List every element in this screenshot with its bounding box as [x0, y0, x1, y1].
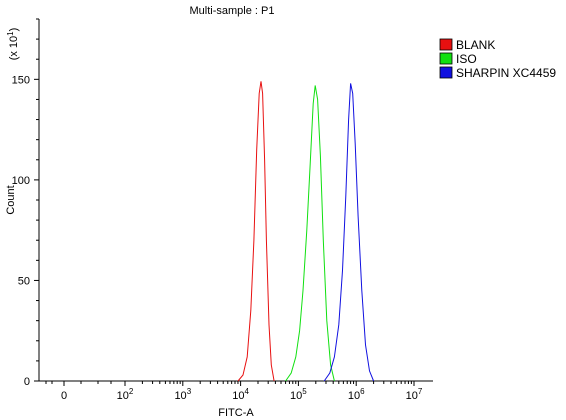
x-tick-label: 106: [348, 387, 365, 402]
y-tick-label: 150: [12, 74, 30, 86]
x-axis-title: FITC-A: [218, 407, 254, 419]
series-curve-1: [285, 85, 335, 382]
series-curves: [237, 81, 375, 382]
legend-label: BLANK: [456, 38, 495, 52]
y-axis: 0 50 100 150: [12, 18, 39, 388]
chart-title: Multi-sample : P1: [190, 5, 275, 17]
y-multiplier-exponent: 1: [6, 31, 15, 36]
legend-label: SHARPIN XC4459: [456, 66, 556, 80]
y-tick-label: 100: [12, 175, 30, 187]
x-tick-label: 104: [232, 387, 249, 402]
legend-swatch: [439, 66, 453, 79]
legend-swatch: [439, 52, 453, 65]
plot-area: [38, 19, 433, 382]
y-tick-label: 50: [18, 275, 30, 287]
x-tick-label: 105: [290, 387, 307, 402]
series-curve-0: [237, 81, 275, 382]
y-tick-label: 0: [24, 376, 30, 388]
x-tick-label: 0: [61, 390, 67, 402]
x-tick-label: 107: [406, 387, 423, 402]
y-multiplier-label: (x 101): [6, 28, 20, 61]
legend-label: ISO: [456, 52, 477, 66]
svg-text:(x 101): (x 101): [6, 28, 20, 61]
legend-swatch: [439, 38, 453, 51]
x-tick-label: 103: [174, 387, 191, 402]
y-multiplier-text: (x 10: [8, 36, 20, 60]
x-tick-label: 102: [117, 387, 134, 402]
y-axis-title: Count: [5, 185, 17, 214]
series-curve-2: [323, 83, 375, 382]
x-axis: 0 102 103 104 105 106 107: [45, 381, 423, 402]
